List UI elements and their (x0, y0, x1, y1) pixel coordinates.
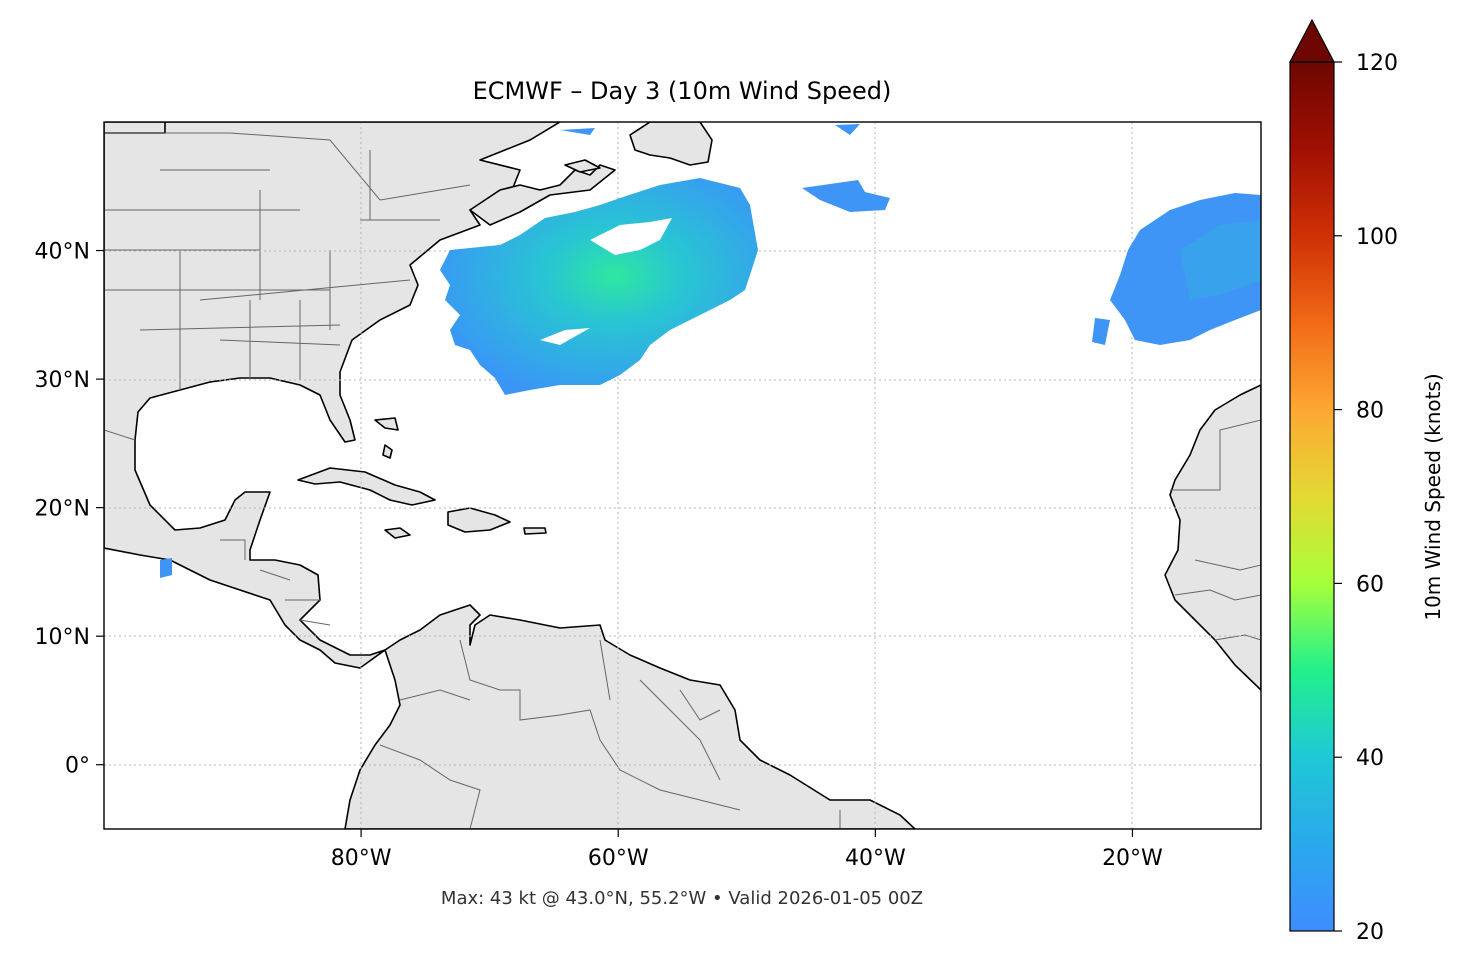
colorbar-tick-label: 60 (1356, 572, 1384, 597)
us-canada-border (104, 132, 471, 201)
jamaica (384, 527, 411, 539)
map-panel (104, 122, 1261, 829)
lat-tick-label: 40°N (35, 240, 90, 265)
latitude-axis: 40°N 30°N 20°N 10°N 0° (35, 240, 104, 779)
colorbar-tick-label: 40 (1356, 746, 1384, 771)
south-america (344, 604, 916, 829)
lon-tick-label: 80°W (331, 846, 392, 871)
colorbar-fill (1290, 62, 1334, 931)
wind-region-central-atlantic (440, 178, 758, 395)
lon-tick-label: 40°W (845, 846, 906, 871)
colorbar-tick-label: 120 (1356, 51, 1398, 76)
wind-fragment-small-1 (160, 558, 172, 578)
africa-borders (1170, 419, 1261, 641)
lon-tick-label: 20°W (1102, 846, 1163, 871)
greenland-corner (104, 122, 166, 134)
colorbar-tick-label: 20 (1356, 920, 1384, 945)
wind-hole-2 (540, 328, 590, 345)
land (104, 122, 1261, 829)
map-frame (103, 121, 1262, 830)
wind-region-north-atlantic-fragment (802, 180, 890, 212)
map-title: ECMWF – Day 3 (10m Wind Speed) (473, 77, 892, 105)
colorbar-extend-arrow (1289, 18, 1335, 63)
colorbar-tick-label: 80 (1356, 399, 1384, 424)
wind-field (160, 124, 1261, 578)
colorbar-tick-label: 100 (1356, 225, 1398, 250)
bahamas (374, 417, 399, 459)
mexico-border (104, 429, 136, 441)
cuba (297, 467, 436, 506)
puerto-rico (523, 527, 547, 535)
lat-tick-label: 20°N (35, 497, 90, 522)
wind-region-eastern-atlantic-core (1180, 220, 1261, 300)
us-state-lines (104, 150, 440, 390)
longitude-axis: 80°W 60°W 40°W 20°W (331, 829, 1163, 871)
country-borders (104, 132, 1261, 829)
colorbar-label: 10m Wind Speed (knots) (1421, 373, 1445, 620)
map-footer: Max: 43 kt @ 43.0°N, 55.2°W • Valid 2026… (441, 888, 923, 909)
africa (1164, 384, 1261, 691)
central-america-borders (220, 539, 331, 626)
gulf-st-lawrence-island (564, 159, 601, 173)
lat-tick-label: 30°N (35, 368, 90, 393)
colorbar-frame (1289, 61, 1335, 932)
lat-tick-label: 10°N (35, 625, 90, 650)
hispaniola (447, 507, 511, 533)
newfoundland (629, 122, 713, 166)
nova-scotia (469, 164, 616, 226)
lon-tick-label: 60°W (588, 846, 649, 871)
lat-tick-label: 0° (65, 754, 90, 779)
colorbar: 20 40 60 80 100 120 10m Wind Speed (knots) (1289, 18, 1445, 945)
colorbar-ticks: 20 40 60 80 100 120 (1334, 51, 1398, 945)
wind-hole (590, 218, 672, 255)
south-america-borders (379, 639, 841, 829)
north-america (104, 122, 561, 669)
